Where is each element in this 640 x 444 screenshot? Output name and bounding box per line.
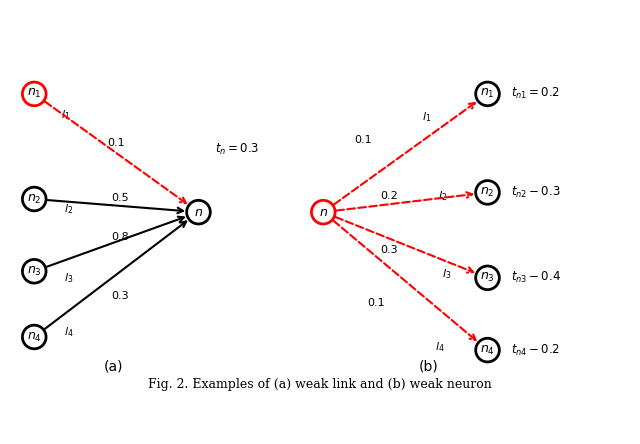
Text: $n_2$: $n_2$ <box>480 186 495 199</box>
Text: $n$: $n$ <box>194 206 203 218</box>
Text: $n_1$: $n_1$ <box>27 87 42 100</box>
Text: $t_{n1} = 0.2$: $t_{n1} = 0.2$ <box>511 86 559 101</box>
FancyArrowPatch shape <box>47 200 183 213</box>
FancyArrowPatch shape <box>45 222 186 329</box>
Text: $t_{n3} - 0.4$: $t_{n3} - 0.4$ <box>511 270 561 285</box>
FancyArrowPatch shape <box>334 103 475 205</box>
Text: 0.1: 0.1 <box>354 135 371 145</box>
Text: $n_4$: $n_4$ <box>27 330 42 344</box>
Text: 0.8: 0.8 <box>111 232 129 242</box>
Text: $n_3$: $n_3$ <box>27 265 42 278</box>
Text: (b): (b) <box>419 360 438 373</box>
Text: Fig. 2. Examples of (a) weak link and (b) weak neuron: Fig. 2. Examples of (a) weak link and (b… <box>148 378 492 391</box>
Text: $t_n = 0.3$: $t_n = 0.3$ <box>215 142 259 157</box>
FancyArrowPatch shape <box>335 217 473 273</box>
Text: $l_1$: $l_1$ <box>422 110 431 124</box>
Text: $n$: $n$ <box>319 206 328 218</box>
Text: $l_2$: $l_2$ <box>64 202 73 216</box>
Text: $l_2$: $l_2$ <box>438 189 447 202</box>
Text: $n_2$: $n_2$ <box>27 192 42 206</box>
FancyArrowPatch shape <box>337 192 472 210</box>
Text: 0.1: 0.1 <box>108 138 125 148</box>
Text: $n_3$: $n_3$ <box>480 271 495 285</box>
FancyArrowPatch shape <box>333 221 476 340</box>
Text: 0.1: 0.1 <box>367 298 385 308</box>
Text: $l_4$: $l_4$ <box>63 325 73 339</box>
Text: (a): (a) <box>103 360 123 373</box>
FancyArrowPatch shape <box>47 217 184 267</box>
Text: 0.3: 0.3 <box>380 245 398 255</box>
Text: 0.3: 0.3 <box>111 291 129 301</box>
Text: $l_3$: $l_3$ <box>64 271 73 285</box>
Text: $t_{n2} - 0.3$: $t_{n2} - 0.3$ <box>511 185 560 200</box>
Text: $l_1$: $l_1$ <box>61 108 70 122</box>
Text: $n_4$: $n_4$ <box>480 344 495 357</box>
Text: $n_1$: $n_1$ <box>480 87 495 100</box>
Text: $t_{n4} - 0.2$: $t_{n4} - 0.2$ <box>511 343 559 358</box>
Text: $l_3$: $l_3$ <box>442 268 451 281</box>
Text: 0.2: 0.2 <box>380 191 398 201</box>
Text: $l_4$: $l_4$ <box>435 340 445 354</box>
Text: 0.5: 0.5 <box>111 193 129 203</box>
FancyArrowPatch shape <box>45 102 186 203</box>
